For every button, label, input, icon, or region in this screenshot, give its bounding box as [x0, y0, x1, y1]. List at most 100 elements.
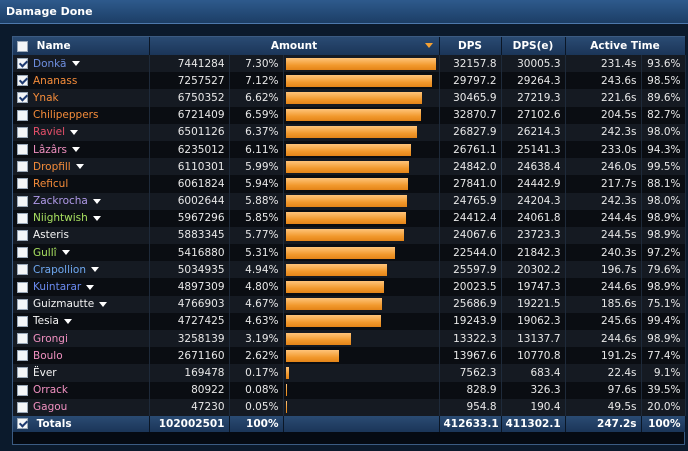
player-name[interactable]: Donkä — [33, 57, 67, 70]
player-name[interactable]: Orrack — [33, 384, 69, 397]
row-checkbox[interactable] — [17, 58, 28, 70]
column-header-dps[interactable]: DPS — [439, 37, 502, 55]
row-checkbox[interactable] — [17, 144, 28, 156]
row-checkbox[interactable] — [17, 367, 28, 379]
row-checkbox[interactable] — [17, 298, 28, 310]
player-name[interactable]: Grongi — [33, 332, 68, 345]
row-checkbox[interactable] — [17, 195, 28, 207]
row-checkbox[interactable] — [17, 350, 28, 362]
table-row[interactable]: Ynak 6750352 6.62% 30465.9 27219.3 221.6s 89.6… — [13, 89, 686, 107]
player-name[interactable]: Chilipeppers — [33, 109, 99, 122]
row-checkbox[interactable] — [17, 281, 28, 293]
row-checkbox[interactable] — [17, 401, 28, 413]
chevron-down-icon[interactable] — [75, 164, 84, 170]
chevron-down-icon[interactable] — [92, 215, 101, 221]
active-time-cell: 244.6s — [565, 278, 642, 296]
dpse-cell: 20302.2 — [501, 261, 566, 279]
active-time-pct-cell: 98.0% — [641, 123, 686, 141]
table-row[interactable]: Reficul 6061824 5.94% 27841.0 24442.9 217.7s 8… — [13, 175, 686, 193]
player-name[interactable]: Tesia — [33, 315, 59, 328]
table-row[interactable]: Niightwish 5967296 5.85% 24412.4 24061.8 244.… — [13, 209, 686, 227]
table-row[interactable]: Dropfill 6110301 5.99% 24842.0 24638.4 246.0s… — [13, 158, 686, 176]
table-row[interactable]: Gagou 47230 0.05% 954.8 190.4 49.5s 20.0% — [13, 398, 686, 416]
player-name[interactable]: Ananass — [33, 74, 78, 87]
active-time-cell: 221.6s — [565, 89, 642, 107]
row-checkbox[interactable] — [17, 212, 28, 224]
player-name[interactable]: Asteris — [33, 229, 69, 242]
player-name[interactable]: Gagou — [33, 401, 68, 414]
player-name[interactable]: Niightwish — [33, 212, 88, 225]
table-row[interactable]: Grongi 3258139 3.19% 13322.3 13137.7 244.6s 98… — [13, 330, 686, 348]
chevron-down-icon[interactable] — [71, 61, 80, 67]
row-checkbox[interactable] — [17, 92, 28, 104]
table-row[interactable]: Asteris 5883345 5.77% 24067.6 23723.3 244.5s 9… — [13, 226, 686, 245]
row-checkbox[interactable] — [17, 75, 28, 87]
table-row[interactable]: Zackrocha 6002644 5.88% 24765.9 24204.3 242.3… — [13, 192, 686, 210]
table-row[interactable]: Gullî 5416880 5.31% 22544.0 21842.3 240.3s 97.… — [13, 244, 686, 262]
table-row[interactable]: Ananass 7257527 7.12% 29797.2 29264.3 243.6s 9… — [13, 72, 686, 90]
player-name[interactable]: Dropfill — [33, 160, 71, 173]
window-title: Damage Done — [0, 0, 688, 24]
chevron-down-icon[interactable] — [91, 267, 100, 273]
dpse-cell: 24442.9 — [501, 175, 566, 193]
amount-bar — [285, 315, 381, 328]
table-row[interactable]: Tesia 4727425 4.63% 19243.9 19062.3 245.6s 99.… — [13, 312, 686, 330]
chevron-down-icon[interactable] — [99, 301, 108, 307]
table-row[interactable]: Boulo 2671160 2.62% 13967.6 10770.8 191.2s 77.… — [13, 347, 686, 365]
table-row[interactable]: Lâzârs 6235012 6.11% 26761.1 25141.3 233.0s 94… — [13, 140, 686, 159]
amount-bar-cell — [283, 192, 440, 210]
row-checkbox[interactable] — [17, 384, 28, 396]
row-checkbox[interactable] — [17, 229, 28, 241]
row-checkbox[interactable] — [17, 161, 28, 173]
player-name[interactable]: Guizmautte — [33, 298, 95, 311]
player-name[interactable]: Ëver — [33, 366, 57, 379]
row-checkbox[interactable] — [17, 247, 28, 259]
active-time-pct-cell: 98.5% — [641, 72, 686, 90]
dps-cell: 24067.6 — [439, 226, 502, 245]
table-row[interactable]: Chilipeppers 6721409 6.59% 32870.7 27102.6 20… — [13, 106, 686, 124]
row-checkbox[interactable] — [17, 315, 28, 327]
player-name[interactable]: Zackrocha — [33, 195, 88, 208]
amount-bar — [285, 263, 387, 276]
player-name[interactable]: Boulo — [33, 349, 63, 362]
name-cell: Orrack — [13, 381, 150, 399]
totals-checkbox[interactable] — [17, 418, 28, 430]
chevron-down-icon[interactable] — [92, 198, 101, 204]
player-name[interactable]: Ynak — [33, 91, 59, 104]
player-name[interactable]: Lâzârs — [33, 143, 68, 156]
column-header-name[interactable]: Name — [13, 37, 150, 55]
select-all-checkbox[interactable] — [17, 40, 28, 52]
row-checkbox[interactable] — [17, 333, 28, 345]
dpse-cell: 19221.5 — [501, 295, 566, 313]
table-row[interactable]: Ëver 169478 0.17% 7562.3 683.4 22.4s 9.1% — [13, 364, 686, 382]
table-row[interactable]: Kuintarar 4897309 4.80% 20023.5 19747.3 244.6… — [13, 278, 686, 296]
table-row[interactable]: Orrack 80922 0.08% 828.9 326.3 97.6s 39.5% — [13, 381, 686, 399]
player-name[interactable]: Kuintarar — [33, 281, 82, 294]
dpse-cell: 19747.3 — [501, 278, 566, 296]
table-row[interactable]: Donkä 7441284 7.30% 32157.8 30005.3 231.4s 93.… — [13, 55, 686, 73]
amount-bar-cell — [283, 398, 440, 416]
row-checkbox[interactable] — [17, 126, 28, 138]
name-cell: Asteris — [13, 226, 150, 245]
table-row[interactable]: Raviel 6501126 6.37% 26827.9 26214.3 242.3s 98… — [13, 123, 686, 141]
table-row[interactable]: Guizmautte 4766903 4.67% 25686.9 19221.5 185.… — [13, 295, 686, 313]
column-header-active-time[interactable]: Active Time — [565, 37, 686, 55]
chevron-down-icon[interactable] — [70, 129, 79, 135]
column-header-amount[interactable]: Amount — [149, 37, 440, 55]
player-name[interactable]: Crapollion — [33, 263, 87, 276]
row-checkbox[interactable] — [17, 109, 28, 121]
row-checkbox[interactable] — [17, 178, 28, 190]
player-name[interactable]: Gullî — [33, 246, 57, 259]
amount-cell: 47230 — [149, 398, 230, 416]
column-header-dpse[interactable]: DPS(e) — [501, 37, 566, 55]
player-name[interactable]: Reficul — [33, 177, 69, 190]
chevron-down-icon[interactable] — [61, 250, 70, 256]
player-name[interactable]: Raviel — [33, 126, 66, 139]
table-row[interactable]: Crapollion 5034935 4.94% 25597.9 20302.2 196.… — [13, 261, 686, 279]
chevron-down-icon[interactable] — [63, 318, 72, 324]
row-checkbox[interactable] — [17, 264, 28, 276]
amount-cell: 6721409 — [149, 106, 230, 124]
percent-cell: 0.05% — [229, 398, 284, 416]
chevron-down-icon[interactable] — [86, 284, 95, 290]
chevron-down-icon[interactable] — [72, 147, 81, 153]
